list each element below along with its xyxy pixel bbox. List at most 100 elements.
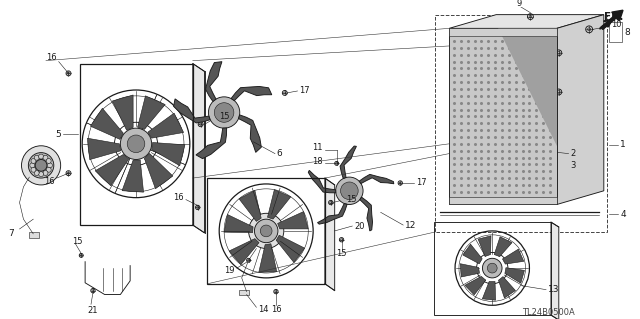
Polygon shape (449, 15, 604, 28)
Polygon shape (498, 28, 557, 146)
Polygon shape (95, 154, 129, 186)
Text: 16: 16 (173, 193, 184, 202)
Polygon shape (483, 281, 495, 300)
Circle shape (538, 164, 540, 167)
Polygon shape (478, 236, 491, 256)
Polygon shape (463, 244, 482, 264)
Text: 8: 8 (625, 28, 630, 37)
Polygon shape (196, 128, 227, 159)
Polygon shape (317, 204, 347, 224)
Circle shape (34, 155, 39, 160)
Polygon shape (122, 160, 143, 192)
Circle shape (399, 182, 401, 184)
Circle shape (46, 159, 51, 163)
Circle shape (22, 146, 61, 185)
FancyArrow shape (601, 10, 623, 29)
Circle shape (38, 172, 44, 177)
Polygon shape (551, 222, 559, 319)
Text: 15: 15 (336, 249, 347, 258)
Circle shape (255, 219, 278, 243)
Circle shape (214, 103, 234, 122)
Circle shape (43, 171, 48, 175)
Circle shape (38, 154, 44, 159)
Polygon shape (276, 235, 305, 263)
Bar (435, 15, 607, 232)
Bar (449, 28, 557, 204)
Bar (433, 222, 551, 315)
Polygon shape (173, 99, 210, 123)
Polygon shape (340, 146, 356, 179)
Text: 16: 16 (46, 53, 57, 62)
Circle shape (30, 163, 35, 168)
Text: 20: 20 (355, 221, 365, 231)
Circle shape (335, 177, 363, 204)
Circle shape (557, 91, 560, 93)
Text: 17: 17 (300, 86, 310, 95)
Circle shape (275, 291, 277, 293)
Circle shape (81, 255, 82, 256)
Text: 15: 15 (219, 112, 230, 121)
Circle shape (47, 163, 52, 168)
Bar (609, 22, 623, 42)
Polygon shape (239, 115, 261, 152)
Polygon shape (557, 15, 604, 204)
Bar (207, 178, 325, 284)
Polygon shape (465, 276, 486, 295)
Circle shape (330, 202, 332, 204)
Polygon shape (499, 277, 515, 298)
Text: 19: 19 (225, 265, 235, 275)
Text: 14: 14 (259, 305, 269, 314)
Circle shape (260, 225, 272, 237)
Bar (80, 63, 193, 225)
Polygon shape (239, 190, 261, 221)
Circle shape (209, 97, 240, 128)
Bar (449, 28, 557, 36)
Polygon shape (148, 113, 184, 138)
Polygon shape (152, 143, 185, 166)
Circle shape (487, 263, 497, 273)
Text: 17: 17 (416, 178, 426, 188)
Text: 10: 10 (611, 20, 621, 29)
Polygon shape (325, 178, 335, 291)
Polygon shape (460, 264, 479, 277)
Circle shape (31, 167, 36, 172)
Circle shape (340, 239, 342, 241)
Bar (449, 197, 557, 204)
Circle shape (92, 290, 94, 292)
Text: 16: 16 (271, 305, 281, 314)
Polygon shape (90, 108, 124, 139)
Text: FR.: FR. (604, 11, 623, 22)
Circle shape (557, 51, 560, 54)
Polygon shape (193, 63, 205, 233)
Bar (29, 232, 39, 238)
Circle shape (502, 31, 504, 33)
Text: 21: 21 (88, 306, 98, 315)
Circle shape (483, 258, 502, 278)
Circle shape (588, 28, 591, 31)
Circle shape (529, 15, 532, 18)
Text: 4: 4 (620, 210, 626, 219)
Polygon shape (205, 62, 222, 101)
Polygon shape (360, 197, 372, 231)
Circle shape (46, 167, 51, 172)
Circle shape (28, 152, 54, 178)
Circle shape (196, 206, 198, 208)
Polygon shape (113, 95, 133, 130)
Circle shape (472, 31, 475, 33)
Circle shape (340, 182, 358, 200)
Circle shape (34, 171, 39, 175)
Polygon shape (359, 174, 394, 184)
Circle shape (127, 135, 145, 152)
Polygon shape (229, 239, 259, 264)
Text: 2: 2 (570, 149, 576, 158)
Text: 16: 16 (44, 176, 55, 186)
Text: 3: 3 (570, 161, 576, 170)
Circle shape (35, 160, 47, 171)
Text: 18: 18 (312, 157, 323, 166)
Circle shape (248, 259, 250, 261)
Polygon shape (268, 189, 291, 219)
Polygon shape (259, 244, 276, 272)
Polygon shape (138, 96, 165, 130)
Circle shape (200, 123, 202, 125)
Circle shape (284, 92, 286, 94)
